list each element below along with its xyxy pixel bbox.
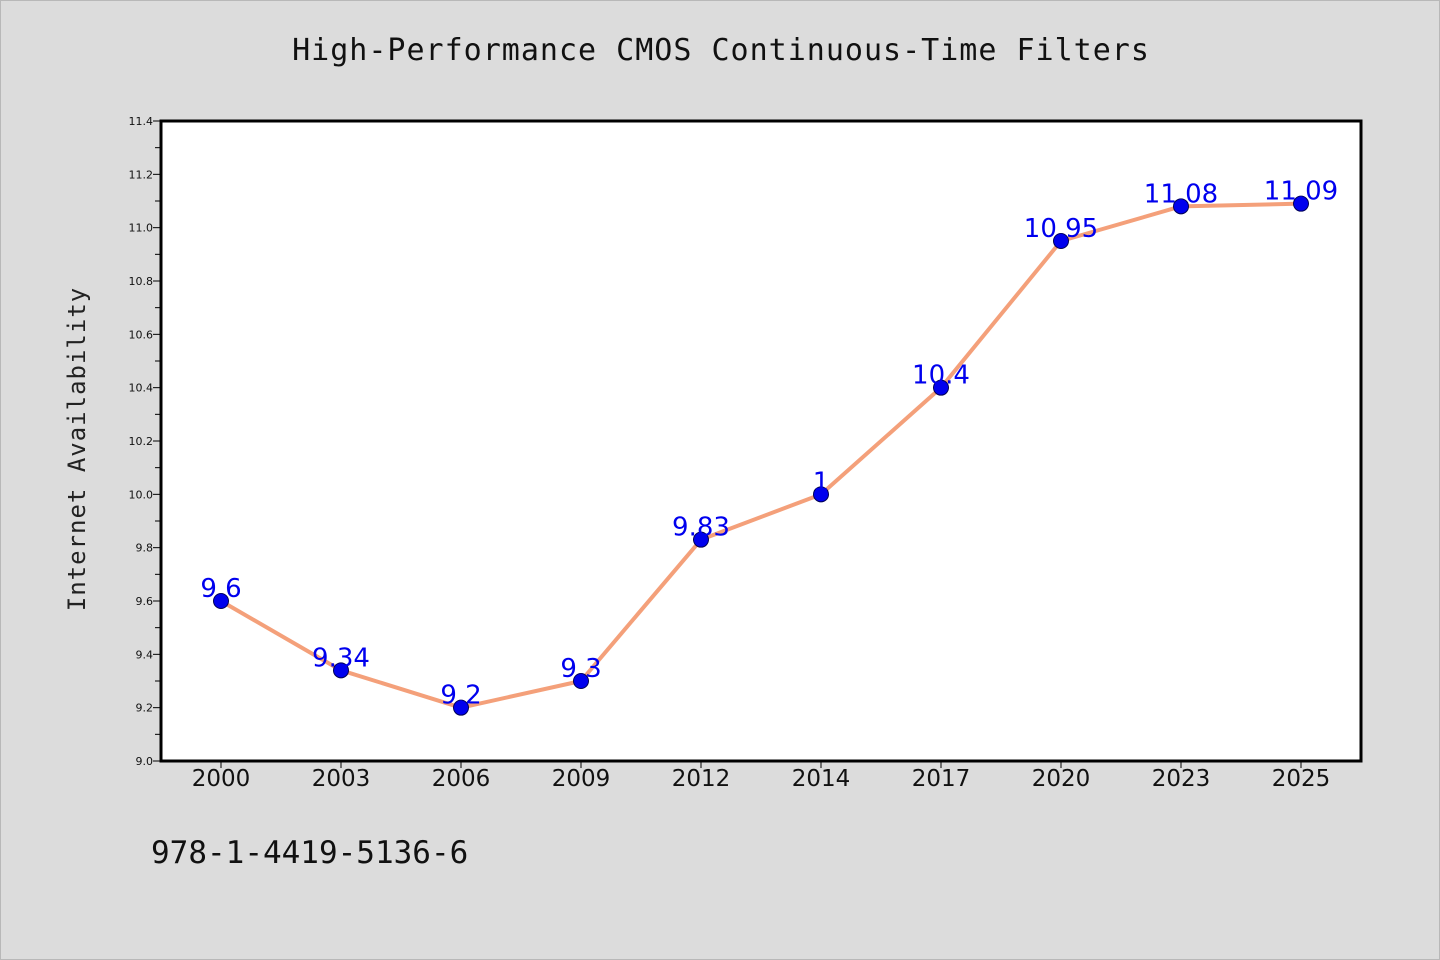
data-point: [453, 699, 469, 716]
data-point: [1173, 198, 1189, 215]
y-tick-label: 10.8: [129, 275, 154, 288]
data-point: [213, 593, 229, 609]
y-tick-label: 10.6: [129, 328, 154, 341]
x-tick-label: 2014: [792, 766, 851, 792]
x-tick-label: 2003: [312, 766, 371, 792]
x-tick-label: 2020: [1032, 766, 1091, 792]
data-label: 10.95: [1024, 214, 1098, 244]
y-tick-label: 11.4: [129, 115, 154, 128]
data-label: 1: [813, 467, 830, 497]
y-tick-label: 9.0: [136, 755, 154, 768]
data-label: 9.6: [200, 574, 241, 604]
data-label: 9.2: [440, 681, 481, 711]
x-tick-label: 2012: [672, 766, 731, 792]
x-tick-label: 2025: [1272, 766, 1331, 792]
data-label: 11.09: [1264, 177, 1338, 207]
y-tick-label: 9.2: [136, 702, 154, 715]
data-label: 9.3: [560, 654, 601, 684]
data-point: [333, 662, 349, 679]
data-point: [933, 379, 949, 396]
data-point: [813, 486, 829, 503]
plot-area: [159, 119, 1363, 763]
footer-code: 978-1-4419-5136-6: [151, 835, 469, 871]
data-point: [573, 673, 589, 689]
y-tick-label: 11.0: [129, 222, 154, 235]
y-tick-label: 9.6: [136, 595, 154, 608]
y-tick-label: 10.2: [129, 435, 154, 448]
data-label: 9.34: [312, 643, 370, 673]
x-tick-label: 2023: [1152, 766, 1211, 792]
data-label: 11.08: [1144, 179, 1218, 209]
data-point: [1293, 195, 1309, 212]
x-tick-label: 2000: [192, 766, 251, 792]
y-tick-label: 9.4: [136, 648, 154, 661]
chart-title: High-Performance CMOS Continuous-Time Fi…: [292, 33, 1150, 68]
x-tick-label: 2017: [912, 766, 971, 792]
data-label: 10.4: [912, 361, 970, 391]
y-tick-label: 10.4: [129, 382, 154, 395]
series-line: [219, 201, 1303, 710]
x-tick-label: 2006: [432, 766, 491, 792]
y-tick-label: 10.0: [129, 488, 154, 501]
y-tick-label: 11.2: [129, 168, 154, 181]
data-point: [693, 531, 709, 548]
y-tick-label: 9.8: [136, 542, 154, 555]
data-label: 9.83: [672, 513, 730, 543]
data-point: [1053, 233, 1069, 249]
x-tick-label: 2009: [552, 766, 611, 792]
